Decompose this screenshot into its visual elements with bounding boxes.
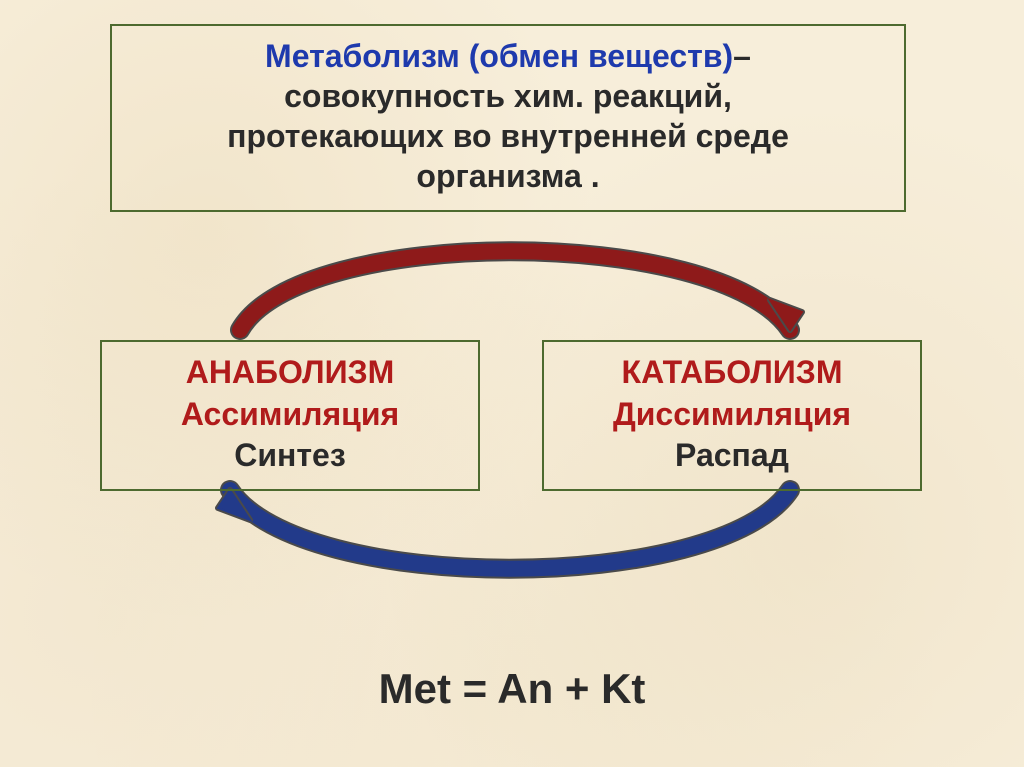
bottom-arrow-outline	[230, 490, 790, 569]
catabolism-title: КАТАБОЛИЗМ	[622, 354, 843, 390]
catabolism-box: КАТАБОЛИЗМ Диссимиляция Распад	[542, 340, 922, 491]
top-arrow	[240, 251, 790, 330]
definition-line3: протекающих во внутренней среде	[227, 118, 789, 154]
top-arrow-head	[770, 300, 802, 330]
top-arrow-outline	[240, 251, 790, 330]
anabolism-box: АНАБОЛИЗМ Ассимиляция Синтез	[100, 340, 480, 491]
anabolism-title: АНАБОЛИЗМ	[186, 354, 395, 390]
title-dash: –	[733, 38, 751, 74]
catabolism-word: Распад	[675, 437, 789, 473]
title-highlight: Метаболизм (обмен веществ)	[265, 38, 733, 74]
definition-line2: совокупность хим. реакций,	[284, 78, 732, 114]
bottom-arrow-head-outline	[218, 490, 250, 520]
definition-box: Метаболизм (обмен веществ)– совокупность…	[110, 24, 906, 212]
bottom-arrow	[230, 490, 790, 569]
anabolism-word: Синтез	[234, 437, 345, 473]
catabolism-sub: Диссимиляция	[613, 396, 851, 432]
anabolism-sub: Ассимиляция	[181, 396, 399, 432]
definition-line4: организма .	[416, 158, 599, 194]
bottom-arrow-head	[218, 490, 250, 520]
top-arrow-head-outline	[770, 300, 802, 330]
formula-text: Met = An + Kt	[0, 665, 1024, 713]
